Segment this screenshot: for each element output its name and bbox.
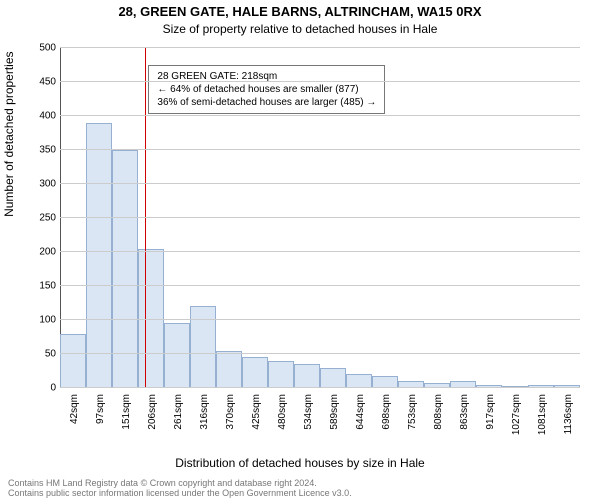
x-tick-label: 480sqm	[277, 394, 288, 430]
x-tick-label: 917sqm	[485, 394, 496, 430]
footer-line: Contains public sector information licen…	[8, 488, 592, 498]
x-tick-label: 261sqm	[173, 394, 184, 430]
gridline	[60, 387, 580, 388]
x-tick-label: 151sqm	[121, 394, 132, 430]
y-tick-label: 50	[45, 349, 56, 360]
page-title: 28, GREEN GATE, HALE BARNS, ALTRINCHAM, …	[0, 4, 600, 19]
y-tick-label: 400	[39, 111, 56, 122]
footer-text: Contains HM Land Registry data © Crown c…	[8, 478, 592, 498]
histogram-bar	[164, 323, 190, 388]
x-tick-label: 97sqm	[95, 394, 106, 424]
x-tick-label: 534sqm	[303, 394, 314, 430]
x-tick-label: 644sqm	[355, 394, 366, 430]
gridline	[60, 115, 580, 116]
gridline	[60, 217, 580, 218]
gridline	[60, 81, 580, 82]
x-tick-label: 698sqm	[381, 394, 392, 430]
x-tick-label: 753sqm	[407, 394, 418, 430]
gridline	[60, 285, 580, 286]
callout-line: ← 64% of detached houses are smaller (87…	[157, 83, 376, 96]
x-tick-label: 206sqm	[147, 394, 158, 430]
x-tick-label: 316sqm	[199, 394, 210, 430]
histogram-bar	[346, 374, 372, 388]
gridline	[60, 319, 580, 320]
y-tick-label: 450	[39, 77, 56, 88]
chart-plot-area: 28 GREEN GATE: 218sqm ← 64% of detached …	[60, 48, 580, 388]
histogram-bar	[86, 123, 112, 388]
histogram-bar	[216, 351, 242, 388]
reference-line	[145, 48, 146, 388]
x-tick-label: 370sqm	[225, 394, 236, 430]
y-tick-label: 250	[39, 213, 56, 224]
y-tick-label: 500	[39, 43, 56, 54]
gridline	[60, 183, 580, 184]
y-tick-label: 300	[39, 179, 56, 190]
gridline	[60, 149, 580, 150]
chart-subtitle: Size of property relative to detached ho…	[0, 22, 600, 36]
x-tick-label: 808sqm	[433, 394, 444, 430]
x-tick-label: 42sqm	[69, 394, 80, 424]
callout-line: 36% of semi-detached houses are larger (…	[157, 96, 376, 109]
gridline	[60, 47, 580, 48]
x-tick-label: 589sqm	[329, 394, 340, 430]
histogram-bar	[242, 357, 268, 388]
gridline	[60, 353, 580, 354]
y-axis-label: Number of detached properties	[2, 51, 16, 216]
y-tick-label: 0	[50, 383, 56, 394]
histogram-bar	[294, 364, 320, 388]
histogram-bar	[320, 368, 346, 388]
x-tick-label: 1027sqm	[511, 394, 522, 435]
y-tick-label: 350	[39, 145, 56, 156]
histogram-bar	[60, 334, 86, 388]
x-tick-label: 1136sqm	[563, 394, 574, 434]
callout-box: 28 GREEN GATE: 218sqm ← 64% of detached …	[148, 65, 385, 114]
x-axis-label: Distribution of detached houses by size …	[0, 456, 600, 470]
footer-line: Contains HM Land Registry data © Crown c…	[8, 478, 592, 488]
x-tick-label: 1081sqm	[537, 394, 548, 435]
y-tick-label: 200	[39, 247, 56, 258]
y-tick-label: 100	[39, 315, 56, 326]
y-tick-label: 150	[39, 281, 56, 292]
x-tick-label: 863sqm	[459, 394, 470, 430]
histogram-bar	[268, 361, 294, 388]
gridline	[60, 251, 580, 252]
x-tick-label: 425sqm	[251, 394, 262, 430]
